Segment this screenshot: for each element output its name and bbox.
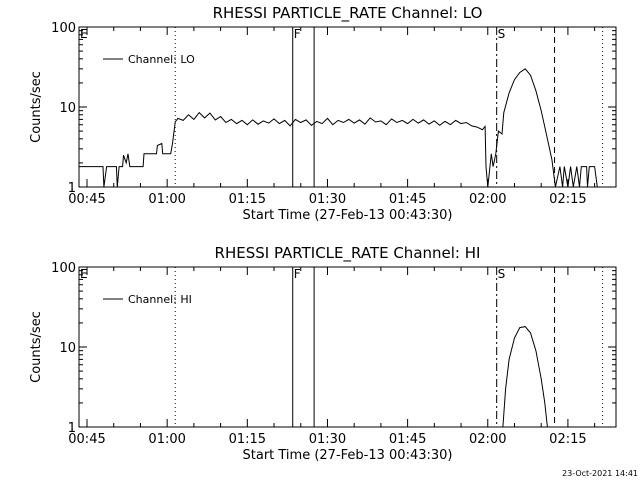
plot-frame	[78, 26, 617, 188]
x-tick-label: 02:00	[469, 192, 506, 207]
y-tick-label: 10	[59, 341, 76, 356]
x-tick-label: 02:15	[549, 192, 586, 207]
timestamp-stamp: 23-Oct-2021 14:41	[562, 469, 638, 478]
x-tick-label: 00:45	[68, 432, 105, 447]
event-marker-label: E	[80, 27, 88, 41]
chart-title: RHESSI PARTICLE_RATE Channel: LO	[213, 4, 483, 23]
x-axis-label: Start Time (27-Feb-13 00:43:30)	[243, 208, 453, 223]
x-axis-label: Start Time (27-Feb-13 00:43:30)	[243, 448, 453, 463]
x-tick-label: 00:45	[68, 192, 105, 207]
x-tick-label: 02:15	[549, 432, 586, 447]
legend-label: Channel: LO	[128, 53, 195, 66]
y-tick-label: 1	[68, 421, 76, 436]
event-marker-label: S	[498, 27, 506, 41]
chart-panel-lo: RHESSI PARTICLE_RATE Channel: LO 00:45 01:…	[29, 4, 617, 223]
x-tick-label: 01:30	[309, 192, 346, 207]
data-series-line	[502, 326, 548, 428]
x-tick-label: 01:00	[148, 192, 185, 207]
y-tick-label: 1	[68, 181, 76, 196]
x-tick-label: 01:15	[229, 192, 266, 207]
chart-panel-hi: RHESSI PARTICLE_RATE Channel: HI 00:45 01:…	[29, 244, 617, 463]
data-series-line	[79, 68, 598, 188]
y-tick-label: 100	[51, 261, 76, 276]
event-marker-label: F	[294, 267, 301, 281]
x-tick-label: 01:30	[309, 432, 346, 447]
x-tick-label: 01:15	[229, 432, 266, 447]
y-tick-label: 10	[59, 101, 76, 116]
y-axis-label: Counts/sec	[29, 311, 44, 383]
x-tick-label: 02:00	[469, 432, 506, 447]
chart-title: RHESSI PARTICLE_RATE Channel: HI	[215, 244, 481, 263]
x-tick-label: 01:45	[389, 432, 426, 447]
y-tick-label: 100	[51, 21, 76, 36]
event-marker-label: F	[294, 27, 301, 41]
event-marker-label: E	[80, 267, 88, 281]
legend-label: Channel: HI	[128, 293, 192, 306]
event-marker-label: S	[498, 267, 506, 281]
y-axis-label: Counts/sec	[29, 71, 44, 143]
plot-frame	[78, 266, 617, 428]
x-tick-label: 01:45	[389, 192, 426, 207]
x-tick-label: 01:00	[148, 432, 185, 447]
